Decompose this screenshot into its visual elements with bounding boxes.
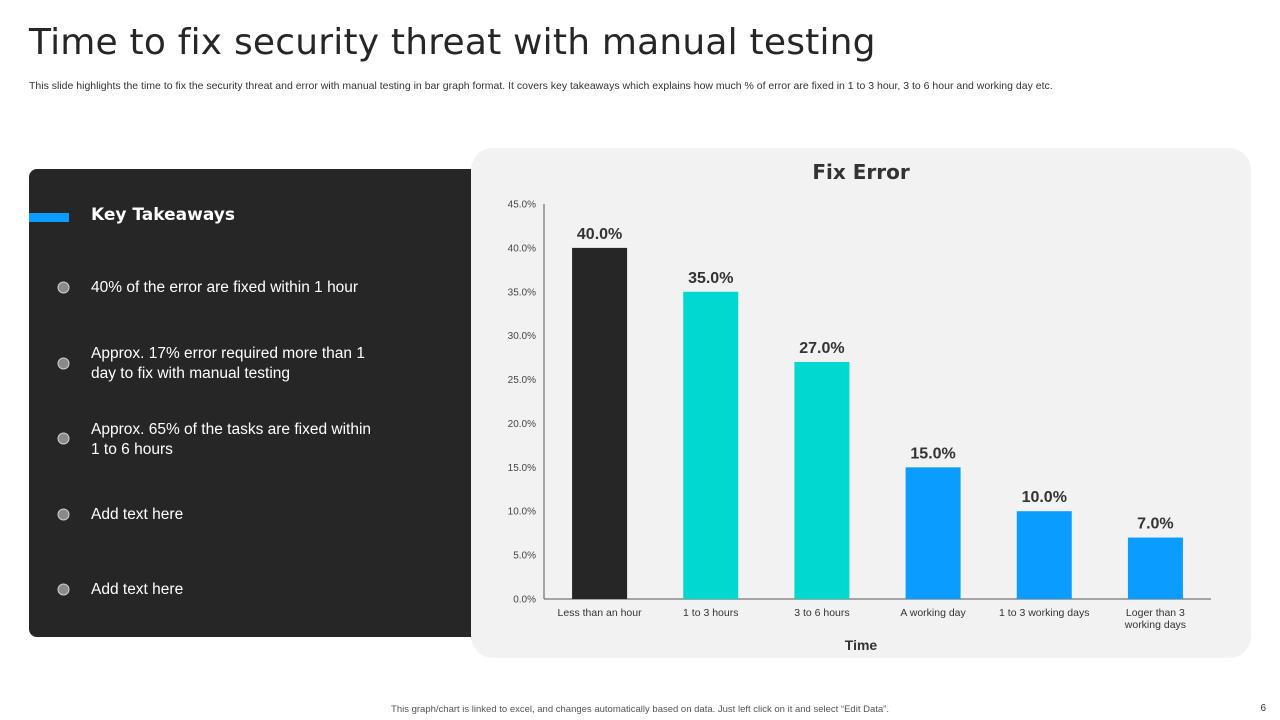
x-tick-label: Less than an hour	[558, 607, 643, 619]
key-takeaways-title: Key Takeaways	[91, 205, 235, 225]
x-tick-label: 3 to 6 hours	[794, 607, 849, 619]
bullet-icon	[57, 432, 70, 445]
data-label: 15.0%	[910, 445, 955, 462]
takeaway-item: Approx. 17% error required more than 1 d…	[91, 345, 365, 382]
x-tick-label: 1 to 3 working days	[999, 607, 1089, 619]
key-takeaways-panel: Key Takeaways 40% of the error are fixed…	[29, 169, 499, 637]
page-title: Time to fix security threat with manual …	[29, 22, 876, 63]
x-tick-label: A working day	[900, 607, 966, 619]
data-label: 27.0%	[799, 340, 844, 357]
y-tick-label: 25.0%	[508, 375, 536, 386]
bullet-icon	[57, 281, 70, 294]
y-tick-label: 30.0%	[508, 331, 536, 342]
x-tick-label: Loger than 3 working days	[1124, 607, 1186, 631]
y-tick-label: 0.0%	[513, 595, 536, 606]
bar	[683, 291, 739, 599]
bullet-icon	[57, 583, 70, 596]
bar	[1127, 537, 1183, 599]
page-subtitle: This slide highlights the time to fix th…	[29, 80, 1053, 92]
bar	[794, 362, 850, 599]
x-axis-label: Time	[845, 637, 878, 653]
takeaway-item: Add text here	[91, 581, 184, 598]
bullet-icon	[57, 357, 70, 370]
y-tick-label: 10.0%	[508, 507, 536, 518]
y-tick-label: 45.0%	[508, 200, 536, 211]
chart-title: Fix Error	[812, 160, 910, 184]
data-label: 35.0%	[688, 270, 733, 287]
x-tick-label: 1 to 3 hours	[683, 607, 738, 619]
y-tick-label: 20.0%	[508, 419, 536, 430]
bullet-icon	[57, 508, 70, 521]
page-number: 6	[1260, 703, 1266, 714]
data-label: 10.0%	[1022, 489, 1067, 506]
bar	[905, 467, 961, 599]
takeaway-item: Approx. 65% of the tasks are fixed withi…	[91, 421, 372, 458]
data-label: 40.0%	[577, 226, 622, 243]
accent-bar	[29, 213, 69, 222]
fix-error-chart[interactable]: Fix Error Time 0.0% 5.0% 10.0% 15.0% 20.0% 25…	[471, 148, 1251, 658]
y-tick-label: 35.0%	[508, 287, 536, 298]
y-tick-label: 15.0%	[508, 463, 536, 474]
y-tick-label: 40.0%	[508, 243, 536, 254]
takeaway-item: 40% of the error are fixed within 1 hour	[91, 279, 359, 296]
y-tick-label: 5.0%	[513, 551, 536, 562]
takeaway-item: Add text here	[91, 506, 184, 523]
data-label: 7.0%	[1137, 516, 1173, 533]
bar	[572, 247, 628, 599]
footer-note: This graph/chart is linked to excel, and…	[391, 704, 889, 715]
chart-card[interactable]: Fix Error Time 0.0% 5.0% 10.0% 15.0% 20.0% 25…	[471, 148, 1251, 658]
bar	[1016, 511, 1072, 599]
